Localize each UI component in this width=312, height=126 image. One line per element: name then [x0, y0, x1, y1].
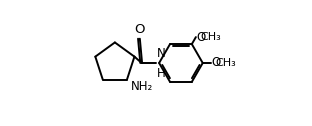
Text: O: O: [134, 23, 145, 36]
Text: O: O: [197, 31, 206, 44]
Text: O: O: [212, 56, 221, 70]
Text: H: H: [157, 67, 165, 80]
Text: NH₂: NH₂: [130, 80, 153, 93]
Text: N: N: [157, 47, 165, 60]
Text: CH₃: CH₃: [201, 32, 222, 42]
Text: CH₃: CH₃: [216, 58, 236, 68]
